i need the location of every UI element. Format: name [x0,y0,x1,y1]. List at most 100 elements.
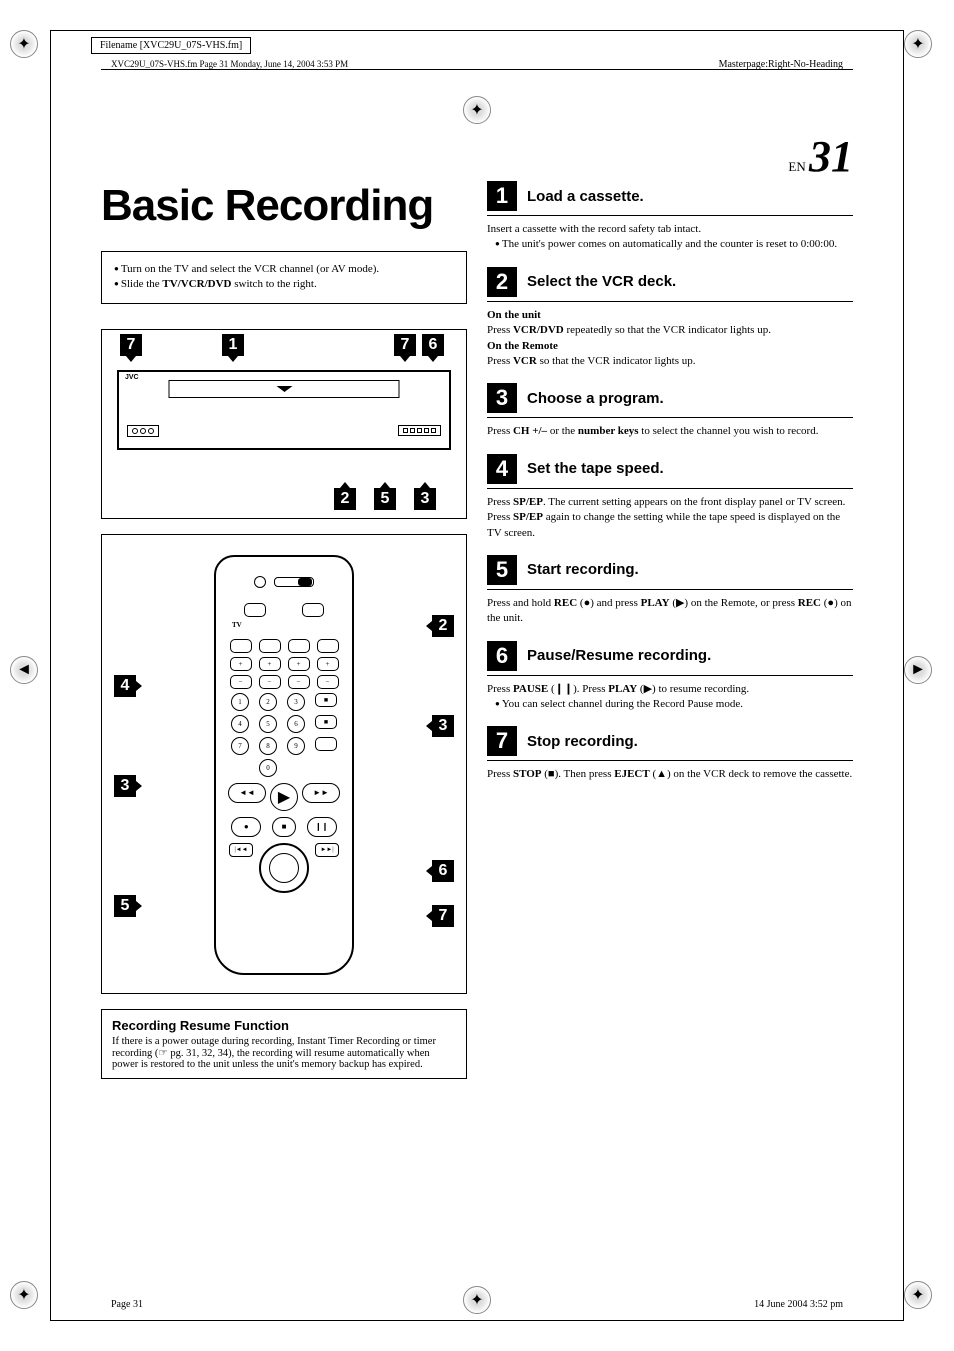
step-number: 2 [487,267,517,297]
brand-label: JVC [125,374,139,381]
step: 2 Select the VCR deck. On the unitPress … [487,267,853,370]
number-button: 9 [287,737,305,755]
callout: 7 [432,905,454,927]
remote-button: − [288,675,310,689]
callout: 3 [114,775,136,797]
intro-item: Slide the TV/VCR/DVD switch to the right… [114,277,454,292]
page-frame: Filename [XVC29U_07S-VHS.fm] XVC29U_07S-… [50,30,904,1321]
nav-enter-button [269,853,299,883]
page-en-prefix: EN [788,159,805,174]
crop-mark-icon: ✦ [10,30,50,70]
step: 7 Stop recording. Press STOP (■). Then p… [487,726,853,782]
crop-target-icon: ✦ [463,1286,491,1314]
right-column: 1 Load a cassette. Insert a cassette wit… [487,181,853,1260]
callout: 6 [422,334,444,356]
step: 5 Start recording. Press and hold REC (●… [487,555,853,627]
number-button: 8 [259,737,277,755]
callout: 1 [222,334,244,356]
callout: 3 [432,715,454,737]
callout: 4 [114,675,136,697]
crop-mark-icon: ✦ [10,1281,50,1321]
mode-switch-icon [274,577,314,587]
step-title: Pause/Resume recording. [527,647,711,664]
step-body: Press STOP (■). Then press EJECT (▲) on … [487,767,853,782]
skip-fwd-button: ►►| [315,843,339,857]
header-rule [101,69,853,70]
vcr-unit-illustration: JVC [117,370,451,450]
cassette-slot-icon [169,380,400,398]
remote-button [244,603,266,617]
remote-button [315,737,337,751]
filename-box: Filename [XVC29U_07S-VHS.fm] [91,37,251,54]
remote-button: ■ [315,693,337,707]
step-body: On the unitPress VCR/DVD repeatedly so t… [487,308,853,370]
tv-label: TV [232,621,342,629]
page-title: Basic Recording [101,181,467,231]
remote-button: − [317,675,339,689]
left-column: Basic Recording Turn on the TV and selec… [101,181,467,1260]
number-button: 7 [231,737,249,755]
step: 3 Choose a program. Press CH +/– or the … [487,383,853,439]
number-button: 0 [259,759,277,777]
callout: 5 [114,895,136,917]
remote-button [230,639,252,653]
unit-controls-left [127,425,159,437]
rewind-button: ◄◄ [228,783,266,803]
remote-button: + [230,657,252,671]
number-button: 3 [287,693,305,711]
step-number: 7 [487,726,517,756]
device-diagram: 7 1 7 6 JVC 2 5 3 [101,329,467,519]
step-title: Set the tape speed. [527,460,664,477]
callout: 3 [414,488,436,510]
number-button: 5 [259,715,277,733]
remote-diagram: TV + + + + − [101,534,467,994]
stop-button: ■ [272,817,296,837]
callout: 5 [374,488,396,510]
crop-mark-icon: ✦ [904,1281,944,1321]
step-number: 3 [487,383,517,413]
step-body: Press and hold REC (●) and press PLAY (▶… [487,596,853,627]
step: 1 Load a cassette. Insert a cassette wit… [487,181,853,253]
step-title: Load a cassette. [527,188,644,205]
remote-button: ■ [315,715,337,729]
remote-button: + [317,657,339,671]
callout: 7 [120,334,142,356]
step-number: 4 [487,454,517,484]
remote-button [317,639,339,653]
step-number: 1 [487,181,517,211]
ffwd-button: ►► [302,783,340,803]
step-body: Insert a cassette with the record safety… [487,222,853,253]
power-button-icon [254,576,266,588]
number-button: 6 [287,715,305,733]
remote-button [302,603,324,617]
unit-controls-right [398,425,441,436]
callout: 6 [432,860,454,882]
remote-button: − [259,675,281,689]
number-button: 2 [259,693,277,711]
step-title: Select the VCR deck. [527,273,676,290]
step-title: Start recording. [527,561,639,578]
remote-button: + [259,657,281,671]
remote-button [288,639,310,653]
intro-box: Turn on the TV and select the VCR channe… [101,251,467,304]
intro-item: Turn on the TV and select the VCR channe… [114,262,454,277]
callout: 2 [432,615,454,637]
step-number: 5 [487,555,517,585]
resume-title: Recording Resume Function [112,1018,456,1033]
step-number: 6 [487,641,517,671]
rec-button: ● [231,817,261,837]
pause-button: ❙❙ [307,817,337,837]
crop-mark-icon: ✦ [904,30,944,70]
remote-illustration: TV + + + + − [214,555,354,975]
step: 4 Set the tape speed. Press SP/EP. The c… [487,454,853,541]
step-title: Choose a program. [527,390,664,407]
resume-body: If there is a power outage during record… [112,1036,456,1070]
play-button: ▶ [270,783,298,811]
skip-back-button: |◄◄ [229,843,253,857]
callout: 2 [334,488,356,510]
resume-function-box: Recording Resume Function If there is a … [101,1009,467,1079]
crop-mark-icon: ◄ [10,656,50,696]
step-body: Press PAUSE (❙❙). Press PLAY (▶) to resu… [487,682,853,713]
number-button: 4 [231,715,249,733]
remote-button: + [288,657,310,671]
